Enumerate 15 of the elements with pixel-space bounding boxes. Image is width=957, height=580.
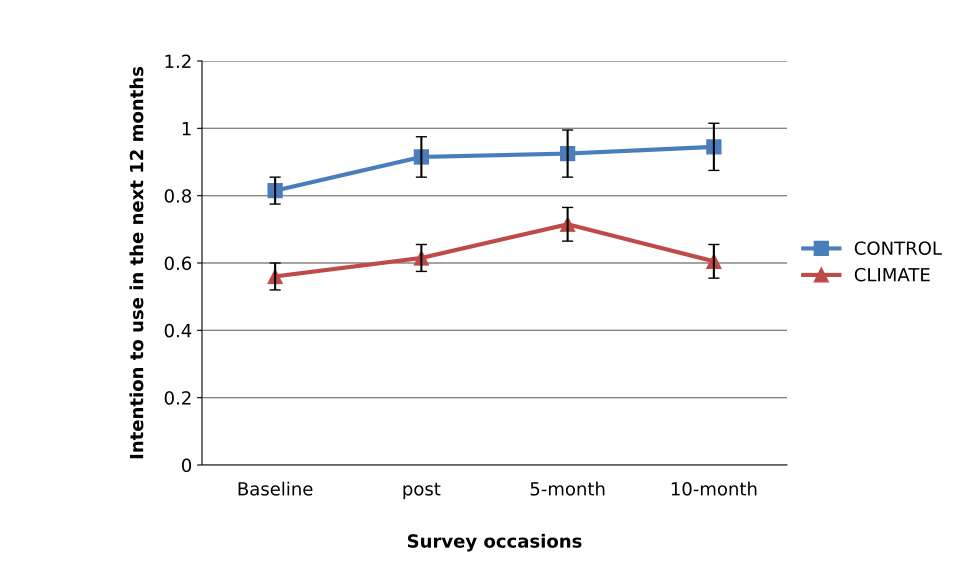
x-tick-label: 10-month xyxy=(672,482,756,496)
y-tick-label: 0.4 xyxy=(164,324,192,338)
y-tick-label: 1.2 xyxy=(166,54,190,68)
y-tick-label: 0.8 xyxy=(164,189,192,203)
legend-label: CONTROL xyxy=(854,241,942,255)
y-tick-label: 0.2 xyxy=(164,391,190,405)
y-axis-title: Intention to use in the next 12 months xyxy=(129,66,144,458)
x-tick-label: post xyxy=(404,482,440,500)
x-axis-title: Survey occasions xyxy=(408,534,582,552)
y-tick-label: 0 xyxy=(182,458,192,472)
x-tick-label: Baseline xyxy=(238,482,312,496)
y-tick-label: 1 xyxy=(182,122,191,136)
x-tick-label: 5-month xyxy=(530,482,604,496)
y-tick-label: 0.6 xyxy=(164,256,192,270)
legend-label: CLIMATE xyxy=(854,268,930,282)
